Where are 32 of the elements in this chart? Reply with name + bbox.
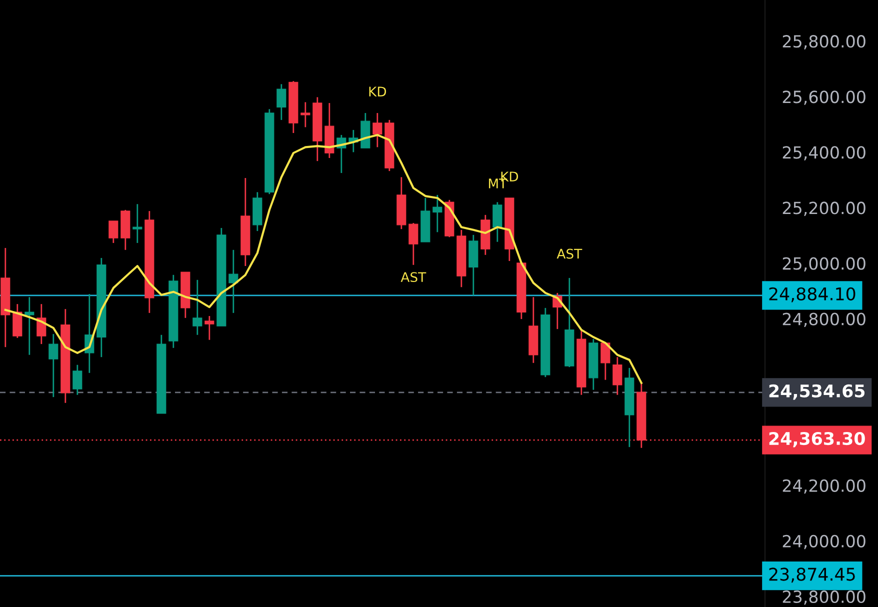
candlestick [372,112,382,148]
candlestick [276,83,286,121]
y-tick-label: 25,800.00 [782,35,866,50]
candlestick [72,364,82,396]
candlestick [132,203,142,244]
y-tick-label: 24,000.00 [782,534,866,550]
y-tick-label: 25,200.00 [782,202,866,216]
candlestick [408,222,418,266]
candlestick [432,194,442,233]
candlestick [204,315,214,341]
candlestick [300,101,310,128]
candlestick [48,333,58,398]
y-tick-label: 25,000.00 [782,257,866,272]
candlestick [492,201,502,243]
candlestick [228,249,238,314]
candlestick [12,303,22,339]
candlestick [600,342,610,381]
y-tick-label: 24,200.00 [782,479,866,494]
annotation: KD [369,86,386,96]
candlestick [108,220,118,244]
y-tick-label: 25,600.00 [782,90,866,105]
ref-line-label: 24,884.10 [769,287,856,302]
y-tick-label: 24,800.00 [782,312,866,328]
y-tick-label: 23,800.00 [782,590,866,605]
annotation: AST [556,248,582,259]
candlestick [192,279,202,336]
ref-line-label: 24,534.65 [769,384,865,400]
ref-line-label: 24,363.30 [769,432,865,448]
y-tick-label: 25,400.00 [782,146,866,160]
ref-line-label: 23,874.45 [769,568,855,583]
annotation: AST [400,272,426,282]
candlestick [612,356,622,396]
